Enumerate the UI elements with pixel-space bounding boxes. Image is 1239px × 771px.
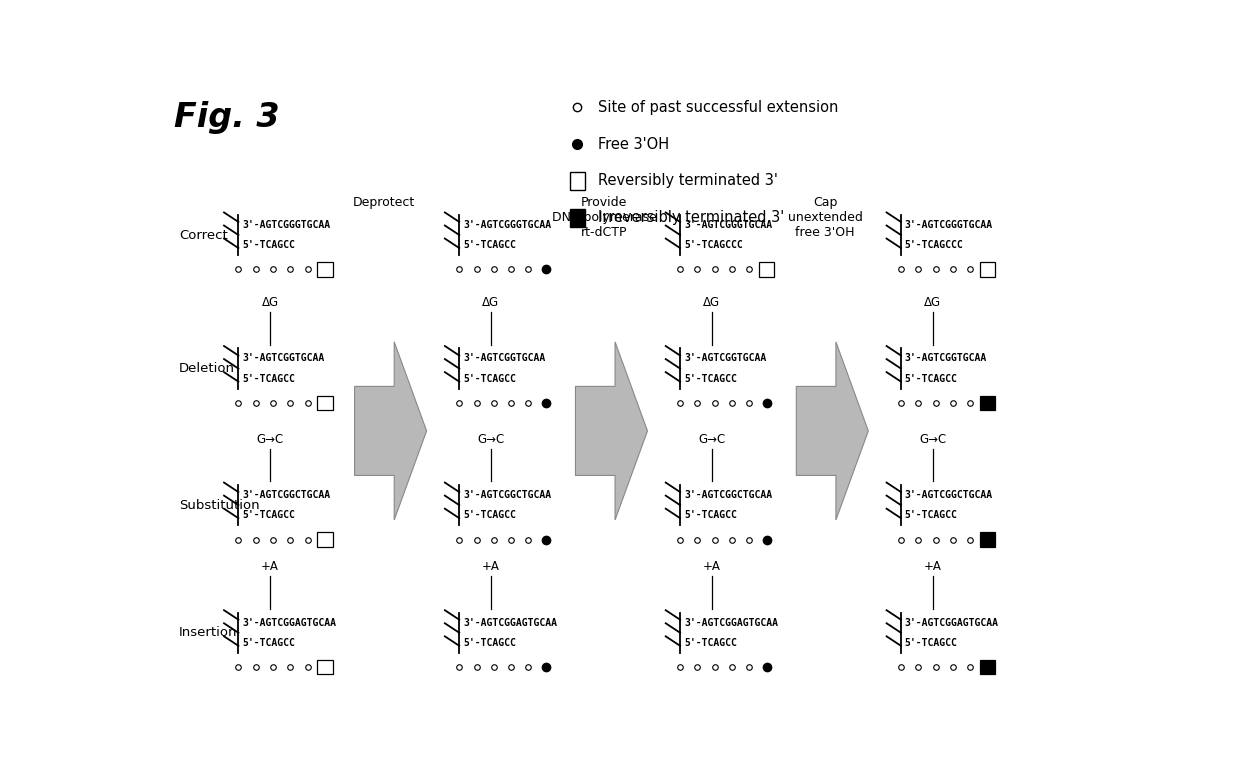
Text: 5'-TCAGCC: 5'-TCAGCC <box>904 510 958 520</box>
Text: 5'-TCAGCC: 5'-TCAGCC <box>463 510 515 520</box>
Text: 3'-AGTCGGTGCAA: 3'-AGTCGGTGCAA <box>243 353 325 363</box>
Text: 3'-AGTCGGCTGCAA: 3'-AGTCGGCTGCAA <box>904 490 992 500</box>
Bar <box>980 533 995 547</box>
Text: 5'-TCAGCC: 5'-TCAGCC <box>243 374 295 384</box>
Text: 5'-TCAGCC: 5'-TCAGCC <box>904 638 958 648</box>
Text: Insertion: Insertion <box>178 626 238 639</box>
Text: 5'-TCAGCC: 5'-TCAGCC <box>904 374 958 384</box>
Text: Correct: Correct <box>178 228 228 241</box>
Text: 5'-TCAGCC: 5'-TCAGCC <box>463 240 515 250</box>
Text: 3'-AGTCGGAGTGCAA: 3'-AGTCGGAGTGCAA <box>684 618 778 628</box>
Text: 5'-TCAGCCC: 5'-TCAGCCC <box>904 240 964 250</box>
Text: Free 3'OH: Free 3'OH <box>598 136 669 152</box>
Polygon shape <box>797 342 869 520</box>
Bar <box>317 262 332 277</box>
Text: ΔG: ΔG <box>924 296 942 309</box>
Text: 3'-AGTCGGCTGCAA: 3'-AGTCGGCTGCAA <box>463 490 551 500</box>
Text: 3'-AGTCGGTGCAA: 3'-AGTCGGTGCAA <box>463 353 545 363</box>
Text: 5'-TCAGCC: 5'-TCAGCC <box>243 638 295 648</box>
Bar <box>570 172 585 190</box>
Text: +A: +A <box>924 561 942 574</box>
Text: Cap
unextended
free 3'OH: Cap unextended free 3'OH <box>788 197 862 240</box>
Text: +A: +A <box>703 561 721 574</box>
Text: Deletion: Deletion <box>178 362 235 375</box>
Text: 3'-AGTCGGCTGCAA: 3'-AGTCGGCTGCAA <box>684 490 772 500</box>
Text: ΔG: ΔG <box>482 296 499 309</box>
Text: 3'-AGTCGGTGCAA: 3'-AGTCGGTGCAA <box>904 353 987 363</box>
Bar <box>317 396 332 410</box>
Bar <box>980 660 995 675</box>
Text: 3'-AGTCGGGTGCAA: 3'-AGTCGGGTGCAA <box>463 220 551 230</box>
Text: 3'-AGTCGGTGCAA: 3'-AGTCGGTGCAA <box>684 353 766 363</box>
Text: Provide
DNA polymerase
rt-dCTP: Provide DNA polymerase rt-dCTP <box>551 197 657 240</box>
Text: 3'-AGTCGGAGTGCAA: 3'-AGTCGGAGTGCAA <box>243 618 336 628</box>
Bar <box>570 209 585 227</box>
Text: +A: +A <box>482 561 499 574</box>
Text: 5'-TCAGCC: 5'-TCAGCC <box>463 638 515 648</box>
Text: 5'-TCAGCC: 5'-TCAGCC <box>243 510 295 520</box>
Text: +A: +A <box>261 561 279 574</box>
Text: G→C: G→C <box>699 433 725 446</box>
Text: 5'-TCAGCC: 5'-TCAGCC <box>684 374 737 384</box>
Text: Fig. 3: Fig. 3 <box>173 102 280 134</box>
Bar <box>317 533 332 547</box>
Text: 3'-AGTCGGAGTGCAA: 3'-AGTCGGAGTGCAA <box>904 618 999 628</box>
Text: Substitution: Substitution <box>178 499 259 512</box>
Text: 5'-TCAGCC: 5'-TCAGCC <box>684 510 737 520</box>
Text: ΔG: ΔG <box>704 296 720 309</box>
Text: G→C: G→C <box>919 433 947 446</box>
Text: G→C: G→C <box>477 433 504 446</box>
Text: Deprotect: Deprotect <box>352 197 415 210</box>
Text: 3'-AGTCGGCTGCAA: 3'-AGTCGGCTGCAA <box>243 490 331 500</box>
Text: 5'-TCAGCCC: 5'-TCAGCCC <box>684 240 742 250</box>
Text: Site of past successful extension: Site of past successful extension <box>598 100 839 115</box>
Text: 5'-TCAGCC: 5'-TCAGCC <box>684 638 737 648</box>
Text: 5'-TCAGCC: 5'-TCAGCC <box>243 240 295 250</box>
Polygon shape <box>575 342 648 520</box>
Text: 3'-AGTCGGAGTGCAA: 3'-AGTCGGAGTGCAA <box>463 618 558 628</box>
Text: Reversibly terminated 3': Reversibly terminated 3' <box>598 173 778 188</box>
Text: 3'-AGTCGGGTGCAA: 3'-AGTCGGGTGCAA <box>904 220 992 230</box>
Bar <box>758 262 774 277</box>
Text: G→C: G→C <box>256 433 284 446</box>
Text: 3'-AGTCGGGTGCAA: 3'-AGTCGGGTGCAA <box>684 220 772 230</box>
Text: 3'-AGTCGGGTGCAA: 3'-AGTCGGGTGCAA <box>243 220 331 230</box>
Bar <box>317 660 332 675</box>
Text: 5'-TCAGCC: 5'-TCAGCC <box>463 374 515 384</box>
Polygon shape <box>354 342 426 520</box>
Bar <box>980 396 995 410</box>
Bar <box>980 262 995 277</box>
Text: Irreversibly terminated 3': Irreversibly terminated 3' <box>598 210 784 225</box>
Text: ΔG: ΔG <box>261 296 279 309</box>
